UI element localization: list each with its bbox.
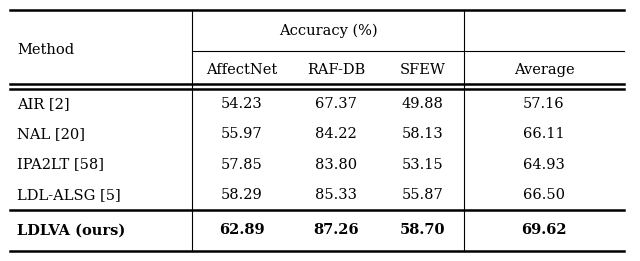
Text: 83.80: 83.80 (315, 158, 357, 171)
Text: 66.50: 66.50 (523, 188, 565, 202)
Text: Accuracy (%): Accuracy (%) (278, 23, 378, 38)
Text: 54.23: 54.23 (221, 97, 262, 111)
Text: 69.62: 69.62 (521, 223, 567, 237)
Text: 87.26: 87.26 (313, 223, 359, 237)
Text: 57.85: 57.85 (221, 158, 262, 171)
Text: LDL-ALSG [5]: LDL-ALSG [5] (17, 188, 121, 202)
Text: 62.89: 62.89 (219, 223, 264, 237)
Text: 66.11: 66.11 (523, 127, 565, 141)
Text: LDLVA (ours): LDLVA (ours) (17, 223, 125, 237)
Text: AIR [2]: AIR [2] (17, 97, 70, 111)
Text: 53.15: 53.15 (401, 158, 444, 171)
Text: 55.87: 55.87 (401, 188, 444, 202)
Text: 84.22: 84.22 (315, 127, 357, 141)
Text: Average: Average (514, 63, 574, 77)
Text: 57.16: 57.16 (523, 97, 565, 111)
Text: SFEW: SFEW (399, 63, 445, 77)
Text: AffectNet: AffectNet (206, 63, 277, 77)
Text: RAF-DB: RAF-DB (307, 63, 365, 77)
Text: 49.88: 49.88 (401, 97, 444, 111)
Text: Method: Method (17, 43, 74, 57)
Text: IPA2LT [58]: IPA2LT [58] (17, 158, 104, 171)
Text: 55.97: 55.97 (221, 127, 262, 141)
Text: 85.33: 85.33 (315, 188, 357, 202)
Text: 67.37: 67.37 (315, 97, 357, 111)
Text: NAL [20]: NAL [20] (17, 127, 85, 141)
Text: 64.93: 64.93 (523, 158, 565, 171)
Text: 58.29: 58.29 (221, 188, 262, 202)
Text: 58.70: 58.70 (399, 223, 445, 237)
Text: 58.13: 58.13 (401, 127, 444, 141)
